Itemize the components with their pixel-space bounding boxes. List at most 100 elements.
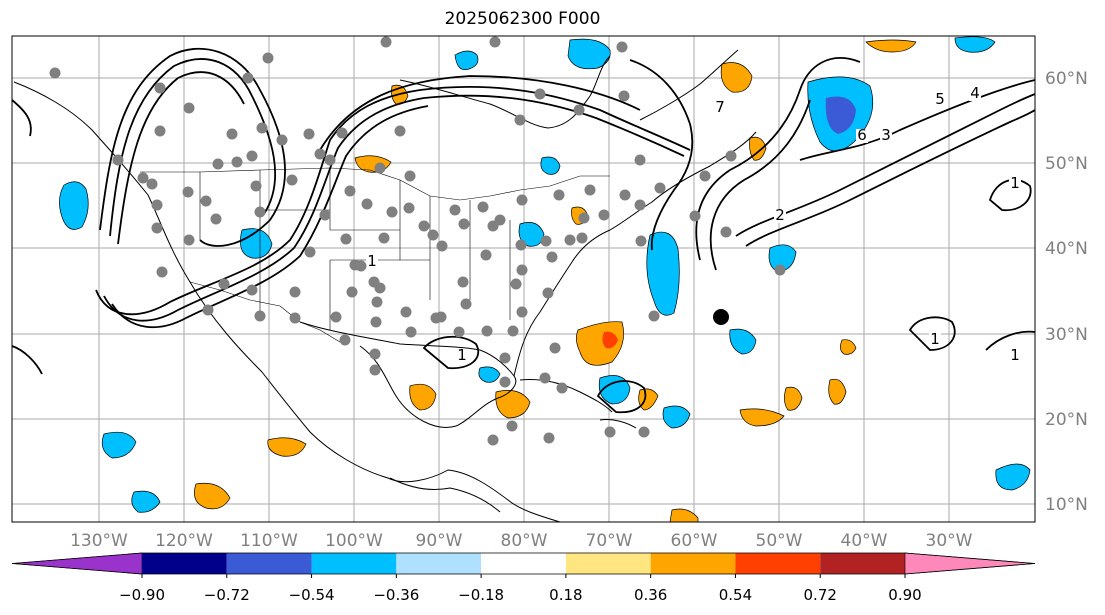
latitude-label: 10°N: [1045, 495, 1088, 515]
longitude-label: 60°W: [671, 531, 718, 551]
negative-anomaly-core: [825, 96, 856, 134]
longitude-label: 30°W: [926, 531, 973, 551]
contour-label-bg: [934, 93, 946, 107]
longitude-label: 110°W: [240, 531, 298, 551]
contour-label: 1: [1010, 346, 1020, 364]
station-dot: [480, 249, 492, 261]
positive-anomaly-area: [828, 378, 847, 405]
positive-anomaly-area: [194, 482, 231, 510]
contour-label-bg: [969, 87, 981, 101]
contour-line: [695, 57, 861, 261]
positive-anomaly-area: [739, 408, 785, 427]
station-dot: [344, 185, 356, 197]
station-dot: [515, 239, 527, 251]
positive-anomaly-area: [638, 388, 659, 411]
station-dot: [436, 240, 448, 252]
contour-label: 5: [935, 90, 945, 108]
colorbar-tick-label: 0.90: [888, 586, 921, 604]
anomaly-shading: [59, 36, 1031, 523]
station-dot: [137, 172, 149, 184]
contour-line: [99, 47, 286, 247]
station-dot: [386, 206, 398, 218]
station-dot: [369, 348, 381, 360]
station-dot: [319, 209, 331, 221]
contour-line: [745, 109, 1036, 247]
positive-anomaly-core: [602, 331, 618, 349]
positive-anomaly-area: [576, 321, 624, 366]
height-contours: [11, 47, 1036, 414]
station-dot: [635, 235, 647, 247]
longitude-label: 80°W: [501, 531, 548, 551]
contour-label: 3: [881, 126, 891, 144]
latitude-label: 40°N: [1045, 239, 1088, 259]
station-dot: [330, 311, 342, 323]
hudson-bay-coast: [399, 55, 611, 129]
station-dot: [449, 204, 461, 216]
contour-label-bg: [456, 349, 468, 363]
negative-anomaly-area: [540, 156, 561, 175]
station-dot: [616, 41, 628, 53]
positive-anomaly-area: [720, 62, 753, 93]
station-dot: [212, 158, 224, 170]
station-dot: [246, 284, 258, 296]
station-dot: [549, 342, 561, 354]
negative-anomaly-area: [478, 366, 501, 383]
station-dot: [378, 232, 390, 244]
station-dot: [156, 266, 168, 278]
negative-anomaly-area: [995, 463, 1031, 491]
station-dot: [340, 233, 352, 245]
colorbar-tick-label: −0.18: [458, 586, 504, 604]
contour-label-bg: [714, 101, 726, 115]
station-dot: [457, 276, 469, 288]
positive-anomaly-area: [267, 437, 307, 457]
negative-anomaly-area: [729, 328, 757, 355]
positive-anomaly-area: [409, 383, 437, 411]
coastlines: [13, 49, 757, 523]
station-dot: [254, 206, 266, 218]
station-dot: [638, 426, 650, 438]
colorbar-extend-min: [11, 552, 143, 575]
station-dot: [289, 286, 301, 298]
longitude-label: 40°W: [841, 531, 888, 551]
positive-anomaly-area: [495, 390, 531, 419]
observation-stations: [49, 36, 786, 446]
station-dot: [183, 102, 195, 114]
station-dot: [499, 376, 511, 388]
station-dot: [489, 36, 501, 48]
contour-label-bg: [366, 255, 378, 269]
contour-label: 1: [367, 252, 377, 270]
station-dot: [394, 125, 406, 137]
colorbar-segment: [226, 553, 312, 574]
colorbar-segment: [650, 553, 736, 574]
contour-line: [709, 99, 811, 271]
contour-label-bg: [1009, 177, 1021, 191]
negative-anomaly-area: [59, 181, 89, 230]
latitude-label: 20°N: [1045, 410, 1088, 430]
station-dot: [314, 148, 326, 160]
station-dot: [516, 194, 528, 206]
station-dot: [374, 162, 386, 174]
station-dot: [242, 72, 254, 84]
station-dot: [689, 210, 701, 222]
station-dot: [654, 182, 666, 194]
station-dot: [539, 372, 551, 384]
colorbar-segment: [565, 553, 651, 574]
colorbar-segment: [481, 553, 566, 574]
station-dot: [487, 220, 499, 232]
contour-line: [988, 178, 1032, 212]
station-dot: [477, 201, 489, 213]
contour-label-bg: [856, 129, 868, 143]
contour-label: 1: [1010, 174, 1020, 192]
contour-line: [11, 345, 43, 375]
longitude-labels: 130°W 120°W 110°W 100°W 90°W 80°W 70°W 60°W 50°W…: [70, 531, 973, 551]
station-dot: [543, 432, 555, 444]
station-dot: [720, 226, 732, 238]
station-dot: [154, 82, 166, 94]
contour-line: [95, 85, 691, 316]
station-dot: [151, 199, 163, 211]
station-dot: [564, 234, 576, 246]
station-dot: [276, 134, 288, 146]
station-dot: [346, 286, 358, 298]
colorbar-extend-max: [904, 552, 1036, 575]
